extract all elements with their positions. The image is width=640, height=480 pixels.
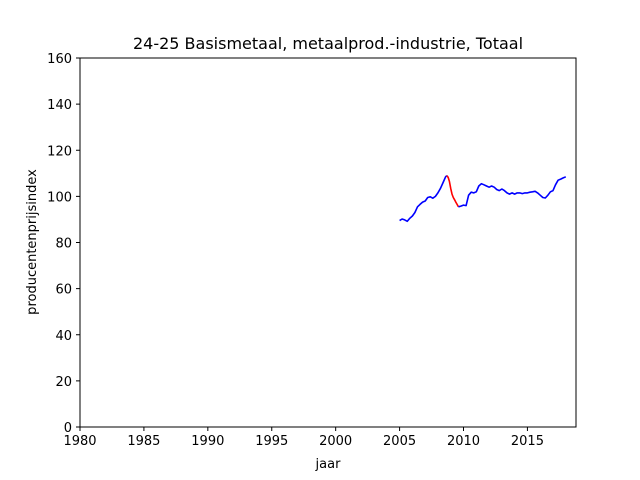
y-axis-label: producentenprijsindex bbox=[25, 169, 40, 315]
x-tick-label: 1980 bbox=[63, 434, 96, 449]
x-axis: 1980 1985 1990 1995 2000 2005 2010 2015 bbox=[63, 427, 544, 449]
y-tick-label: 40 bbox=[55, 329, 72, 344]
x-tick-label: 2015 bbox=[511, 434, 544, 449]
y-tick-label: 20 bbox=[55, 375, 72, 390]
chart-title: 24-25 Basismetaal, metaalprod.-industrie… bbox=[133, 34, 523, 53]
x-tick-label: 1995 bbox=[255, 434, 288, 449]
y-tick-label: 140 bbox=[47, 98, 72, 113]
y-tick-label: 120 bbox=[47, 144, 72, 159]
series-line-2 bbox=[446, 175, 460, 208]
series-layer bbox=[399, 175, 567, 223]
y-axis: 0 20 40 60 80 100 120 140 160 bbox=[47, 52, 80, 436]
series-line-3 bbox=[458, 176, 567, 208]
x-tick-label: 2010 bbox=[447, 434, 480, 449]
y-tick-label: 60 bbox=[55, 283, 72, 298]
x-axis-label: jaar bbox=[315, 457, 342, 472]
x-tick-label: 2000 bbox=[319, 434, 352, 449]
x-tick-label: 2005 bbox=[383, 434, 416, 449]
x-tick-label: 1990 bbox=[191, 434, 224, 449]
series-line-1 bbox=[399, 175, 448, 223]
y-tick-label: 100 bbox=[47, 190, 72, 205]
x-tick-label: 1985 bbox=[127, 434, 160, 449]
y-tick-label: 160 bbox=[47, 52, 72, 67]
y-tick-label: 80 bbox=[55, 237, 72, 252]
y-tick-label: 0 bbox=[64, 421, 72, 436]
